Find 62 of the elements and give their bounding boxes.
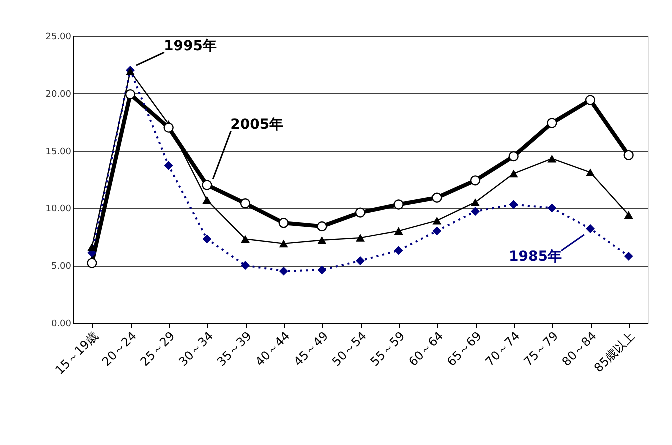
point (509, 170, 518, 178)
y-tick-label: 0.00 (51, 320, 72, 330)
point (508, 151, 519, 162)
x-tick-label: 25～29 (138, 329, 178, 370)
x-tick-label: 75～79 (521, 329, 562, 370)
point (394, 227, 404, 236)
point (318, 236, 327, 244)
point (355, 208, 366, 218)
point (586, 168, 595, 176)
point (471, 207, 480, 216)
point (548, 154, 557, 163)
point (241, 235, 250, 244)
point (471, 198, 480, 206)
point (164, 122, 174, 133)
point (624, 211, 634, 219)
point (279, 240, 288, 248)
point (356, 256, 365, 266)
point (547, 118, 558, 128)
point (278, 218, 289, 228)
y-tick-label: 5.00 (51, 262, 72, 272)
x-tick-label: 70～74 (482, 329, 523, 370)
point (241, 261, 250, 270)
point (202, 234, 212, 244)
x-tick-label: 35～39 (214, 329, 254, 370)
point (432, 192, 442, 203)
point (509, 200, 518, 210)
x-tick-label: 65～69 (444, 329, 484, 370)
point (470, 176, 481, 186)
point (125, 89, 136, 100)
x-tick-label: 45～49 (291, 329, 332, 370)
point (432, 216, 442, 225)
point (317, 222, 328, 232)
y-tick-label: 25.00 (46, 32, 72, 42)
x-tick-label: 30～34 (176, 329, 216, 370)
x-tick-label: 15～19歳 (52, 329, 102, 378)
point (87, 258, 98, 268)
legend-label: 1985年 (509, 248, 562, 265)
x-tick-label: 20～24 (100, 329, 140, 370)
point (318, 266, 327, 275)
point (202, 180, 212, 190)
point (356, 234, 365, 242)
point (279, 266, 288, 276)
point (548, 204, 557, 213)
x-tick-label: 40～44 (252, 329, 293, 370)
point (624, 252, 634, 261)
text: 2005年 (230, 117, 284, 134)
point (586, 224, 595, 234)
y-tick-label: 10.00 (46, 204, 72, 215)
y-tick-label: 20.00 (46, 90, 72, 100)
point (240, 198, 251, 209)
y-tick-label: 15.00 (46, 147, 72, 158)
point (585, 95, 596, 106)
point (164, 161, 174, 170)
point (624, 150, 634, 160)
x-tick-label: 50～54 (330, 329, 370, 370)
text: 1995年 (164, 38, 217, 55)
x-tick-label: 60～64 (406, 329, 446, 370)
point (432, 226, 442, 236)
point (394, 200, 404, 210)
x-tick-label: 55～59 (368, 329, 408, 370)
point (202, 196, 212, 204)
point (394, 246, 404, 256)
